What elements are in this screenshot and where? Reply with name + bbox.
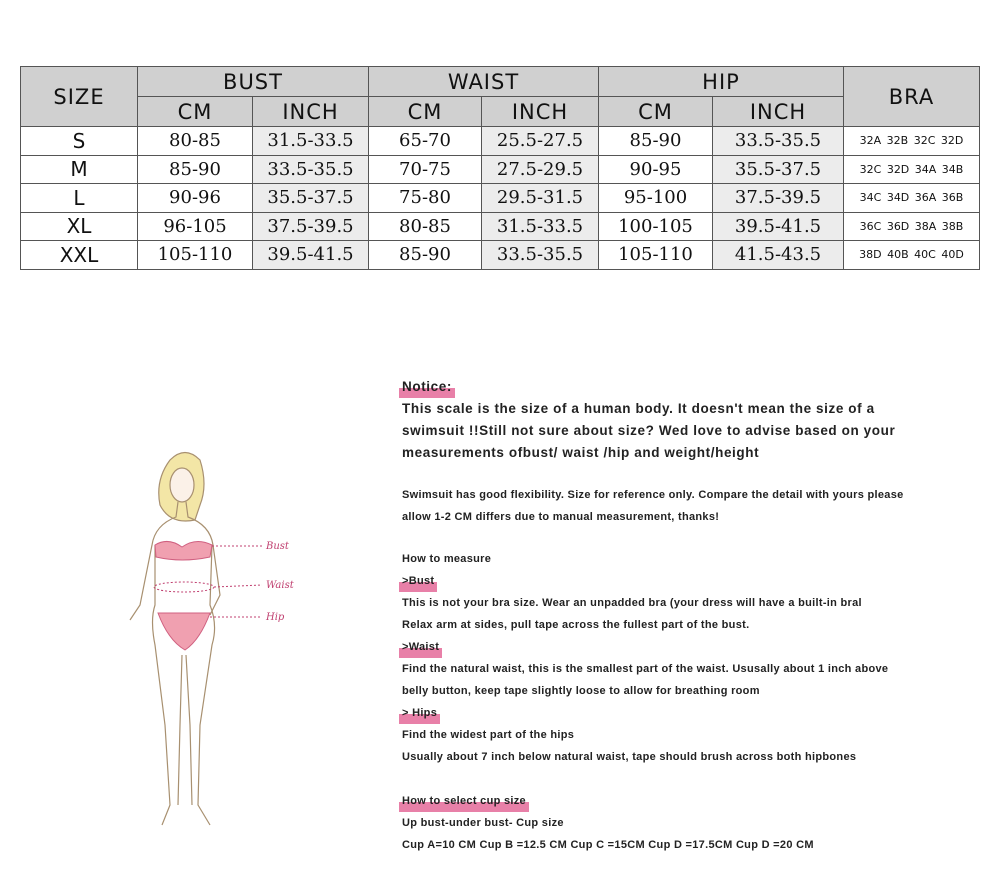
hips-title: > Hips <box>399 702 441 724</box>
table-cell: XXL <box>20 240 138 270</box>
flex-line: allow 1-2 CM differs due to manual measu… <box>402 511 720 523</box>
header-inch: INCH <box>712 96 844 127</box>
hips-line: Usually about 7 inch below natural waist… <box>402 751 857 763</box>
table-cell: 90-96 <box>137 183 253 213</box>
table-cell: 25.5-27.5 <box>481 126 599 156</box>
hip-label: Hip <box>265 612 285 623</box>
table-cell: 33.5-35.5 <box>712 126 844 156</box>
notice-line: measurements ofbust/ waist /hip and weig… <box>402 445 760 460</box>
table-cell: 70-75 <box>368 154 482 184</box>
table-cell: 38D 40B 40C 40D <box>843 240 980 270</box>
table-cell: 31.5-33.5 <box>481 211 599 241</box>
bust-title: >Bust <box>399 570 438 592</box>
how-to-measure: How to measure <box>402 553 492 565</box>
table-cell: 34C 34D 36A 36B <box>843 183 980 213</box>
waist-label: Waist <box>266 580 295 591</box>
cup-title: How to select cup size <box>399 790 529 812</box>
table-cell: 32A 32B 32C 32D <box>843 126 980 156</box>
table-row: S 80-85 31.5-33.5 65-70 25.5-27.5 85-90 33.5-3… <box>20 126 980 156</box>
table-cell: 105-110 <box>598 240 713 270</box>
table-cell: 100-105 <box>598 211 713 241</box>
table-cell: 37.5-39.5 <box>712 183 844 213</box>
notice-line: This scale is the size of a human body. … <box>402 401 875 416</box>
table-cell: 41.5-43.5 <box>712 240 844 270</box>
cup-line: Up bust-under bust- Cup size <box>402 817 564 829</box>
table-cell: 75-80 <box>368 183 482 213</box>
size-chart-table: SIZE BUST WAIST HIP BRA CM INCH CM INCH … <box>20 66 980 270</box>
table-row: XXL 105-110 39.5-41.5 85-90 33.5-35.5 105-110… <box>20 240 980 270</box>
header-cm: CM <box>137 96 253 127</box>
header-cm: CM <box>598 96 713 127</box>
table-cell: 35.5-37.5 <box>712 154 844 184</box>
notice-title: Notice: <box>399 376 455 398</box>
header-size: SIZE <box>20 66 138 127</box>
table-cell: 95-100 <box>598 183 713 213</box>
waist-line: Find the natural waist, this is the smal… <box>402 663 889 675</box>
table-cell: 32C 32D 34A 34B <box>843 154 980 184</box>
table-row: M 85-90 33.5-35.5 70-75 27.5-29.5 90-95 35.5-3… <box>20 154 980 184</box>
table-cell: 90-95 <box>598 154 713 184</box>
table-cell: 85-90 <box>598 126 713 156</box>
table-cell: 37.5-39.5 <box>252 211 369 241</box>
body-measurement-illustration: Bust Waist Hip <box>129 451 295 826</box>
table-cell: M <box>20 154 138 184</box>
table-cell: 85-90 <box>137 154 253 184</box>
table-cell: 105-110 <box>137 240 253 270</box>
bust-line: This is not your bra size. Wear an unpad… <box>402 597 862 609</box>
table-cell: 33.5-35.5 <box>252 154 369 184</box>
waist-line: belly button, keep tape slightly loose t… <box>402 685 760 697</box>
bust-line: Relax arm at sides, pull tape across the… <box>402 619 750 631</box>
table-cell: 85-90 <box>368 240 482 270</box>
size-notes: Notice: This scale is the size of a huma… <box>399 376 992 856</box>
table-cell: 36C 36D 38A 38B <box>843 211 980 241</box>
table-cell: L <box>20 183 138 213</box>
table-row: L 90-96 35.5-37.5 75-80 29.5-31.5 95-100 37.5-… <box>20 183 980 213</box>
waist-title: >Waist <box>399 636 443 658</box>
header-bra: BRA <box>843 66 980 127</box>
header-bust: BUST <box>137 66 369 97</box>
header-inch: INCH <box>481 96 599 127</box>
header-inch: INCH <box>252 96 369 127</box>
table-cell: XL <box>20 211 138 241</box>
flex-line: Swimsuit has good flexibility. Size for … <box>402 489 904 501</box>
hips-line: Find the widest part of the hips <box>402 729 575 741</box>
table-cell: S <box>20 126 138 156</box>
header-cm: CM <box>368 96 482 127</box>
cup-line: Cup A=10 CM Cup B =12.5 CM Cup C =15CM C… <box>402 839 814 851</box>
header-waist: WAIST <box>368 66 599 97</box>
table-cell: 80-85 <box>137 126 253 156</box>
header-hip: HIP <box>598 66 844 97</box>
table-cell: 80-85 <box>368 211 482 241</box>
table-cell: 35.5-37.5 <box>252 183 369 213</box>
table-cell: 29.5-31.5 <box>481 183 599 213</box>
notice-line: swimsuit !!Still not sure about size? We… <box>402 423 896 438</box>
table-cell: 33.5-35.5 <box>481 240 599 270</box>
table-row: XL 96-105 37.5-39.5 80-85 31.5-33.5 100-105 39… <box>20 211 980 241</box>
table-cell: 31.5-33.5 <box>252 126 369 156</box>
bust-label: Bust <box>265 541 290 552</box>
table-cell: 39.5-41.5 <box>252 240 369 270</box>
table-cell: 65-70 <box>368 126 482 156</box>
table-cell: 39.5-41.5 <box>712 211 844 241</box>
table-cell: 96-105 <box>137 211 253 241</box>
table-cell: 27.5-29.5 <box>481 154 599 184</box>
